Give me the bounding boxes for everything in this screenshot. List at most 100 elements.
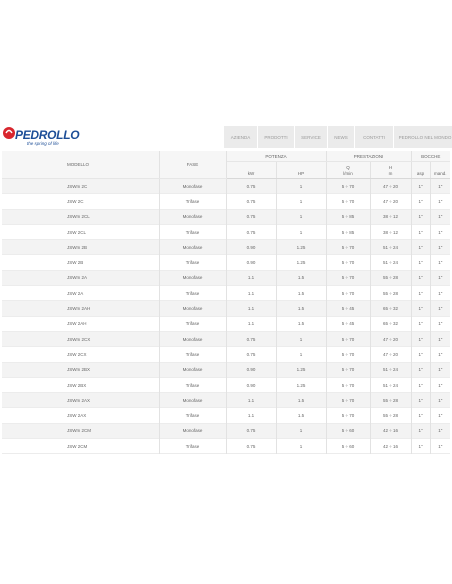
main-nav: AZIENDA PRODOTTI SERVICE NEWS CONTATTI P… — [224, 126, 452, 148]
cell-fase: Trifase — [159, 346, 227, 363]
nav-prodotti[interactable]: PRODOTTI — [258, 126, 295, 148]
cell-modello[interactable]: JSWm 2AX — [2, 392, 160, 408]
cell-modello[interactable]: JSWm 2C — [2, 178, 160, 194]
cell-fase: Trifase — [159, 377, 227, 393]
cell-modello[interactable]: JSWm 2CX — [2, 331, 160, 347]
cell-fase: Monofase — [159, 423, 227, 439]
cell-hp: 1 — [276, 224, 327, 240]
cell-mand: 1" — [438, 428, 443, 434]
cell-hp: 1.5 — [276, 316, 327, 332]
cell-hp: 1.5 — [276, 392, 327, 408]
cell-q: 5 ÷ 70 — [326, 392, 371, 408]
site-header: PEDROLLO the spring of life AZIENDA PROD… — [0, 123, 452, 151]
cell-modello[interactable]: JSW 2C — [2, 193, 160, 210]
cell-kw: 0.75 — [226, 193, 277, 210]
logo-tagline: the spring of life — [27, 141, 59, 146]
cell-modello[interactable]: JSWm 2BX — [2, 362, 160, 378]
cell-mand: 1" — [438, 260, 443, 266]
cell-mand: 1" — [438, 413, 443, 419]
cell-modello[interactable]: JSW 2B — [2, 254, 160, 271]
cell-h: 55 ÷ 28 — [370, 392, 412, 408]
cell-mand: 1" — [438, 244, 443, 250]
cell-fase: Monofase — [159, 178, 227, 194]
cell-hp: 1.5 — [276, 285, 327, 301]
cell-fase: Monofase — [159, 209, 227, 225]
cell-fase: Monofase — [159, 362, 227, 378]
table-row: JSWm 2AH Monofase 1.1 1.5 5 ÷ 45 65 ÷ 32 1" 1" — [2, 300, 451, 317]
table-row: JSW 2C Trifase 0.75 1 5 ÷ 70 47 ÷ 20 1" 1" — [2, 193, 451, 210]
cell-asp: 1" — [411, 392, 431, 408]
header-h-label: H — [388, 165, 393, 170]
nav-news[interactable]: NEWS — [328, 126, 355, 148]
cell-fase: Trifase — [159, 407, 227, 424]
cell-kw: 1.1 — [226, 407, 277, 424]
header-h: H m — [370, 161, 412, 179]
cell-modello[interactable]: JSW 2CX — [2, 346, 160, 363]
pedrollo-logo[interactable]: PEDROLLO the spring of life — [2, 126, 92, 150]
cell-asp: 1" — [411, 331, 431, 347]
cell-q: 5 ÷ 45 — [326, 300, 371, 317]
cell-asp: 1" — [411, 300, 431, 317]
cell-asp: 1" — [411, 407, 431, 424]
cell-hp: 1.5 — [276, 300, 327, 317]
cell-kw: 0.90 — [226, 362, 277, 378]
cell-mand: 1" — [438, 336, 443, 342]
nav-pedrollo-nel-mondo[interactable]: PEDROLLO NEL MONDO — [394, 126, 452, 148]
cell-modello[interactable]: JSW 2CL — [2, 224, 160, 240]
cell-kw: 0.75 — [226, 178, 277, 194]
cell-modello[interactable]: JSWm 2A — [2, 270, 160, 286]
cell-q: 5 ÷ 70 — [326, 239, 371, 255]
header-prestazioni: PRESTAZIONI — [326, 151, 412, 162]
cell-q: 5 ÷ 60 — [326, 438, 371, 454]
table-row: JSW 2AX Trifase 1.1 1.5 5 ÷ 70 55 ÷ 28 1" 1" — [2, 407, 451, 424]
cell-modello[interactable]: JSW 2AH — [2, 316, 160, 332]
nav-contatti[interactable]: CONTATTI — [355, 126, 394, 148]
cell-hp: 1.25 — [276, 239, 327, 255]
cell-mand: 1" — [438, 229, 443, 235]
cell-modello[interactable]: JSW 2AX — [2, 407, 160, 424]
cell-fase: Trifase — [159, 438, 227, 454]
cell-h: 55 ÷ 28 — [370, 407, 412, 424]
cell-asp: 1" — [411, 362, 431, 378]
cell-kw: 0.75 — [226, 224, 277, 240]
cell-asp: 1" — [411, 438, 431, 454]
cell-modello[interactable]: JSWm 2CM — [2, 423, 160, 439]
cell-modello[interactable]: JSWm 2AH — [2, 300, 160, 317]
cell-modello[interactable]: JSWm 2CL — [2, 209, 160, 225]
cell-q: 5 ÷ 70 — [326, 193, 371, 210]
nav-service[interactable]: SERVICE — [295, 126, 328, 148]
cell-h: 55 ÷ 28 — [370, 285, 412, 301]
cell-hp: 1.25 — [276, 377, 327, 393]
cell-hp: 1 — [276, 193, 327, 210]
table-row: JSW 2B Trifase 0.90 1.25 5 ÷ 70 51 ÷ 24 1" 1" — [2, 254, 451, 271]
cell-fase: Trifase — [159, 285, 227, 301]
cell-modello[interactable]: JSW 2A — [2, 285, 160, 301]
table-row: JSW 2AH Trifase 1.1 1.5 5 ÷ 45 65 ÷ 32 1" 1" — [2, 316, 451, 332]
cell-kw: 1.1 — [226, 270, 277, 286]
cell-kw: 0.75 — [226, 331, 277, 347]
cell-h: 55 ÷ 28 — [370, 270, 412, 286]
nav-azienda[interactable]: AZIENDA — [224, 126, 258, 148]
header-q-unit: l/min — [343, 170, 353, 176]
cell-mand: 1" — [438, 351, 443, 357]
cell-modello[interactable]: JSW 2CM — [2, 438, 160, 454]
header-hp: HP — [276, 161, 327, 179]
cell-hp: 1.5 — [276, 270, 327, 286]
cell-kw: 0.90 — [226, 254, 277, 271]
cell-q: 5 ÷ 70 — [326, 407, 371, 424]
cell-h: 51 ÷ 24 — [370, 239, 412, 255]
cell-fase: Trifase — [159, 254, 227, 271]
cell-h: 65 ÷ 32 — [370, 316, 412, 332]
header-kw: kW — [226, 161, 277, 179]
cell-fase: Monofase — [159, 300, 227, 317]
cell-q: 5 ÷ 60 — [326, 423, 371, 439]
cell-modello[interactable]: JSW 2BX — [2, 377, 160, 393]
cell-mand: 1" — [438, 367, 443, 373]
cell-kw: 1.1 — [226, 316, 277, 332]
cell-h: 47 ÷ 20 — [370, 193, 412, 210]
cell-modello[interactable]: JSWm 2B — [2, 239, 160, 255]
cell-fase: Monofase — [159, 392, 227, 408]
table-row: JSWm 2CX Monofase 0.75 1 5 ÷ 70 47 ÷ 20 1" 1" — [2, 331, 451, 347]
cell-kw: 0.90 — [226, 239, 277, 255]
cell-q: 5 ÷ 70 — [326, 331, 371, 347]
